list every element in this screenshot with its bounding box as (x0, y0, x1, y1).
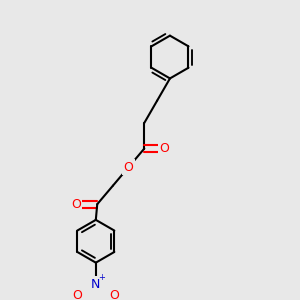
Text: N: N (91, 278, 101, 290)
Text: O: O (124, 160, 134, 174)
Text: O: O (71, 198, 81, 211)
Text: O: O (159, 142, 169, 155)
Text: O: O (72, 289, 82, 300)
Text: +: + (99, 273, 106, 282)
Text: O: O (110, 289, 119, 300)
